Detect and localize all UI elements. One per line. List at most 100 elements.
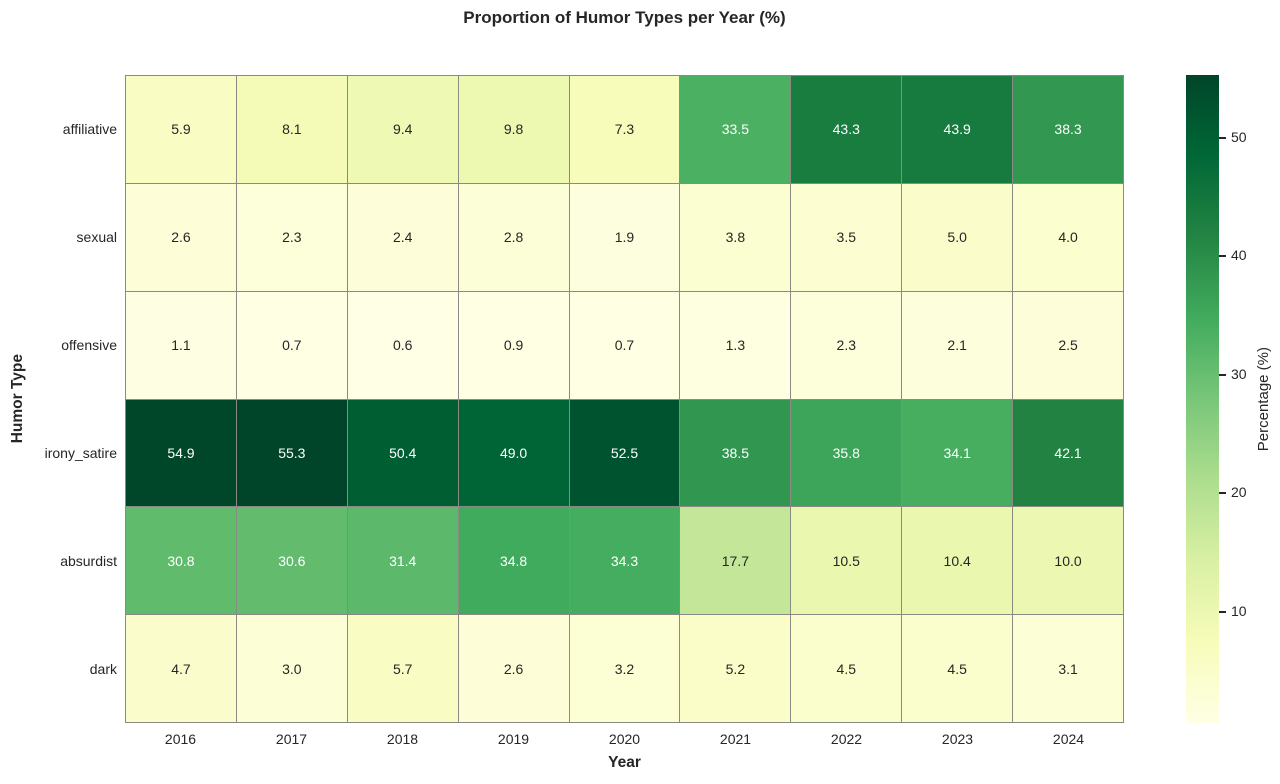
x-tick-label: 2022 <box>830 731 863 747</box>
heatmap-cell-value: 3.2 <box>614 660 635 677</box>
heatmap-cell: 5.7 <box>347 615 459 723</box>
heatmap-cell-value: 30.6 <box>278 552 306 569</box>
heatmap-cell: 10.5 <box>791 507 903 616</box>
heatmap-cell: 2.8 <box>458 183 570 292</box>
colorbar-tick-mark: 20 <box>1219 484 1247 500</box>
heatmap-cell: 0.7 <box>569 291 681 400</box>
heatmap-cell: 4.7 <box>126 615 237 723</box>
chart-title: Proportion of Humor Types per Year (%) <box>463 8 786 27</box>
x-tick-label: 2021 <box>719 731 752 747</box>
heatmap-cell: 30.8 <box>126 507 237 616</box>
heatmap-cell-value: 2.3 <box>282 229 302 246</box>
heatmap-cell-value: 1.3 <box>725 337 746 354</box>
heatmap-cell: 0.7 <box>236 291 348 400</box>
colorbar-gradient <box>1186 75 1219 723</box>
heatmap-cell-value: 2.6 <box>503 660 524 677</box>
heatmap-cell: 34.8 <box>458 507 570 616</box>
heatmap-cell: 2.4 <box>347 183 459 292</box>
heatmap-cell-value: 10.4 <box>943 552 971 569</box>
heatmap-cell-value: 33.5 <box>721 121 749 138</box>
heatmap-cell: 2.5 <box>1013 291 1124 400</box>
heatmap-cell-value: 0.9 <box>503 337 524 354</box>
heatmap-cell: 4.5 <box>902 615 1014 723</box>
heatmap-cell: 34.1 <box>902 399 1014 508</box>
heatmap-cell: 2.6 <box>458 615 570 723</box>
heatmap-cell-value: 50.4 <box>389 444 417 461</box>
heatmap-cell-value: 49.0 <box>499 444 528 461</box>
heatmap-cell: 1.1 <box>126 291 237 400</box>
heatmap-cell-value: 43.3 <box>832 121 860 138</box>
heatmap-cell: 49.0 <box>458 399 570 508</box>
heatmap-cell: 5.2 <box>680 615 792 723</box>
heatmap-cell-value: 2.5 <box>1058 337 1078 354</box>
heatmap-cell-value: 34.3 <box>610 552 639 569</box>
heatmap-cell: 10.0 <box>1013 507 1124 616</box>
y-tick-label: irony_satire <box>44 445 117 461</box>
heatmap-cell-value: 31.4 <box>389 552 417 569</box>
heatmap-cell-value: 42.1 <box>1054 444 1082 461</box>
heatmap-cell-value: 5.9 <box>171 121 191 138</box>
colorbar-tick-label: 30 <box>1231 365 1247 382</box>
heatmap-cell-value: 52.5 <box>610 444 639 461</box>
heatmap-cell-value: 43.9 <box>943 121 971 138</box>
heatmap-cell: 43.3 <box>791 76 903 184</box>
heatmap-cell: 38.5 <box>680 399 792 508</box>
x-tick-label: 2024 <box>1052 731 1085 747</box>
heatmap-cell: 4.5 <box>791 615 903 723</box>
heatmap-cell-value: 2.8 <box>503 229 524 246</box>
heatmap-cell-value: 4.5 <box>947 660 967 677</box>
heatmap-cell: 3.0 <box>236 615 348 723</box>
heatmap-cell-value: 2.1 <box>947 337 967 354</box>
heatmap-cell: 31.4 <box>347 507 459 616</box>
heatmap-cell: 55.3 <box>236 399 348 508</box>
heatmap-cell: 9.8 <box>458 76 570 184</box>
y-tick-label: absurdist <box>60 553 117 569</box>
colorbar-tick-mark: 10 <box>1219 603 1247 619</box>
x-tick-label: 2019 <box>497 731 530 747</box>
heatmap-cell: 17.7 <box>680 507 792 616</box>
heatmap-cell: 3.1 <box>1013 615 1124 723</box>
y-tick-label: sexual <box>76 229 117 245</box>
heatmap-cell: 2.3 <box>236 183 348 292</box>
heatmap-cell: 38.3 <box>1013 76 1124 184</box>
heatmap-cell: 2.3 <box>791 291 903 400</box>
heatmap-cell-value: 34.1 <box>943 444 971 461</box>
heatmap-cell-value: 17.7 <box>721 552 749 569</box>
heatmap-cell: 5.9 <box>126 76 237 184</box>
heatmap-cell: 10.4 <box>902 507 1014 616</box>
heatmap-cell-value: 0.7 <box>282 337 302 354</box>
heatmap-cell-value: 5.0 <box>947 229 967 246</box>
x-tick-labels: 2016 2017 2018 2019 2020 2021 2022 2023 2024 <box>125 731 1124 751</box>
heatmap-cell: 8.1 <box>236 76 348 184</box>
colorbar-label: Percentage (%) <box>1254 346 1272 452</box>
heatmap-cell: 35.8 <box>791 399 903 508</box>
colorbar-label-wrap: Percentage (%) <box>1248 75 1278 723</box>
y-tick-label: affiliative <box>62 121 117 137</box>
heatmap-cell-value: 4.7 <box>171 660 191 677</box>
heatmap-cell: 54.9 <box>126 399 237 508</box>
heatmap-cell-value: 2.4 <box>392 229 413 246</box>
heatmap-cell: 52.5 <box>569 399 681 508</box>
heatmap-cell: 1.9 <box>569 183 681 292</box>
heatmap-cell: 9.4 <box>347 76 459 184</box>
heatmap-cell-value: 4.5 <box>836 660 856 677</box>
heatmap-cell: 2.1 <box>902 291 1014 400</box>
heatmap-cell: 50.4 <box>347 399 459 508</box>
heatmap-cell: 0.9 <box>458 291 570 400</box>
heatmap-cell-value: 30.8 <box>167 552 195 569</box>
x-tick-label: 2017 <box>275 731 308 747</box>
heatmap-cell: 3.2 <box>569 615 681 723</box>
colorbar-tick-mark: 40 <box>1219 247 1247 263</box>
heatmap-cell-value: 3.8 <box>725 229 746 246</box>
heatmap-cell: 3.8 <box>680 183 792 292</box>
heatmap-cell-value: 34.8 <box>499 552 528 569</box>
x-tick-label: 2016 <box>164 731 197 747</box>
heatmap-cell: 7.3 <box>569 76 681 184</box>
heatmap-cell-value: 1.1 <box>171 337 191 354</box>
heatmap-cell: 33.5 <box>680 76 792 184</box>
colorbar-tick-mark: 50 <box>1219 129 1247 145</box>
heatmap-cell-value: 55.3 <box>278 444 306 461</box>
heatmap-cell-value: 0.6 <box>392 337 413 354</box>
y-tick-label: offensive <box>61 337 117 353</box>
